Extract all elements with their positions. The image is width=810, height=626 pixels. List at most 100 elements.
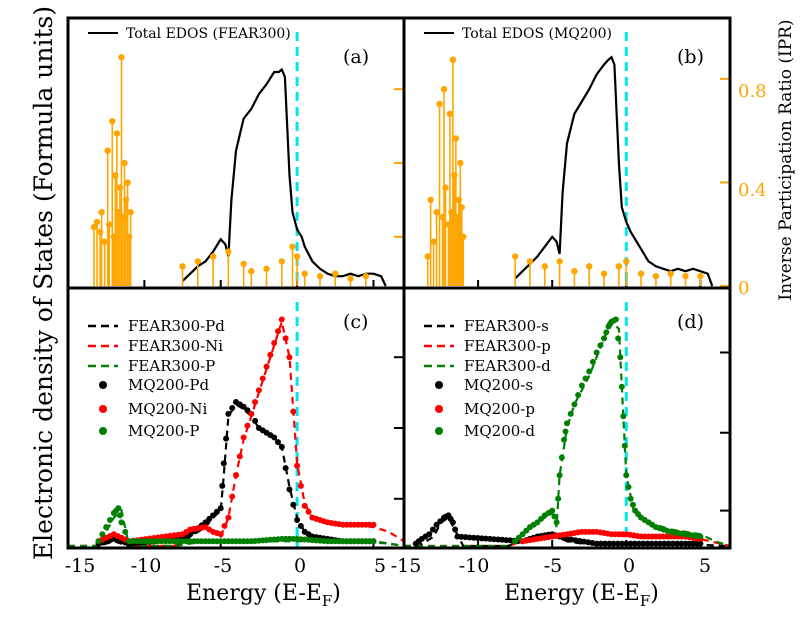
mq200-ni-series-point [271,340,278,347]
mq200-d-series-point [519,531,526,538]
legend-label-mq200-pd: MQ200-Pd [128,376,209,394]
ipr-point [440,86,448,93]
mq200-d-series-point [615,335,622,342]
panel-tag-b: (b) [677,46,704,68]
mq200-ni-series-point [275,328,281,335]
legend-label-fear300-p: FEAR300-p [464,337,551,355]
ipr-point [449,56,457,63]
ipr-point [571,268,578,275]
mq200-d-series-point [549,507,556,514]
mq200-s-series-point [657,540,664,547]
mq200-pd-series-point [297,522,304,529]
mq200-s-series-point [593,540,600,547]
panel-tag-c: (c) [343,311,368,333]
mq200-pd-series-point [240,403,247,410]
x-axis-label-right: Energy (E-EF) [504,581,659,610]
mq200-s-series-point [665,540,672,547]
mq200-pd-series-point [252,417,259,424]
mq200-s-series-point [597,540,604,547]
x-label-left-main: Energy (E-E [186,581,322,606]
mq200-d-series-point [538,515,545,522]
mq200-d-series-point [556,472,563,479]
mq200-d-series-point [617,354,624,361]
ipr-tick-label-1: 0.4 [738,180,767,201]
mq200-pd-series-point [294,517,301,524]
ipr-point [113,130,121,137]
mq200-p-series-point [118,519,125,526]
mq200-pd-series-point [229,404,236,411]
mq200-d-series-point [589,358,596,365]
legend-marker-mq200-ni [99,405,107,413]
mq200-ni-series-point [282,335,289,342]
mq200-s-series-point [449,519,456,526]
mq200-pd-series-point [219,482,226,489]
mq200-d-series-point [625,484,632,490]
mq200-s-series-point [644,540,651,547]
mq200-s-series-point [678,540,685,547]
mq200-p-series-point [107,517,113,524]
x-tick-label-left-2: -5 [214,555,233,577]
mq200-s-series-point [648,540,655,547]
mq200-d-series-point [593,349,600,356]
mq200-ni-series-point [248,410,255,417]
mq200-ni-series-point [244,422,251,429]
mq200-d-series-point [551,513,558,520]
mq200-d-series-point [553,519,560,526]
ipr-axis-label: Inverse Participation Ratio (IPR) [776,19,796,300]
y-axis-label: Electronic density of States (Formula un… [29,6,58,560]
mq200-ni-series-point [294,462,301,469]
ipr-point [362,272,370,280]
ipr-point [289,243,296,250]
ipr-point [436,100,443,108]
mq200-s-series-point [661,540,668,547]
mq200-d-series-point [629,501,636,508]
mq200-pd-series-point [223,435,230,442]
mq200-d-series-point [612,316,619,323]
x-tick-label-right-3: 0 [623,555,635,577]
mq200-pd-series-point [217,505,224,512]
ipr-point [194,258,202,265]
ipr-point [424,253,431,260]
mq200-pd-series-point [206,515,213,522]
x-axis-label-left: Energy (E-EF) [186,581,341,610]
legend-marker-mq200-pd [99,381,107,389]
mq200-ni-series-point [286,354,293,361]
mq200-p-series-point [99,531,106,538]
mq200-s-series-point [627,540,634,547]
ipr-point [511,253,519,260]
mq200-ni-series-point [255,387,262,394]
mq200-ni-series-point [259,375,266,382]
ipr-point [457,159,464,167]
mq200-ni-series-point [240,434,247,441]
mq200-d-series-point [578,382,585,389]
mq200-pd-series-point [290,501,297,508]
mq200-d-series-point [697,533,704,540]
mq200-ni-series-point [229,493,236,500]
ipr-point [209,253,217,260]
ipr-point [98,209,105,216]
x-label-left-close: ) [332,581,341,606]
legend-label-b: Total EDOS (MQ200) [462,26,612,42]
mq200-p-series-point [115,505,122,512]
x-tick-label-right-2: -5 [544,555,563,577]
mq200-ni-series-point [278,316,285,323]
ipr-point [586,263,593,270]
mq200-pd-series-point [225,410,232,417]
ipr-point [623,258,630,265]
mq200-ni-series-point [221,522,228,529]
mq200-d-series-point [558,454,565,461]
mq200-d-series-point [620,413,627,420]
x-label-left-sub: F [322,592,332,610]
legend-d: FEAR300-s FEAR300-p FEAR300-d MQ200-s MQ… [424,317,551,440]
mq200-pd-series-point [286,486,293,493]
ipr-point [118,54,125,61]
ipr-point [446,110,454,118]
panel-tag-d: (d) [677,311,704,333]
ipr-point [101,238,108,245]
mq200-d-series-point [621,442,628,449]
mq200-d-series-point [567,410,574,417]
ipr-point [109,117,116,125]
legend-marker-mq200-p [435,405,443,413]
legend-marker-mq200-p [99,427,107,435]
ipr-point [430,238,437,245]
